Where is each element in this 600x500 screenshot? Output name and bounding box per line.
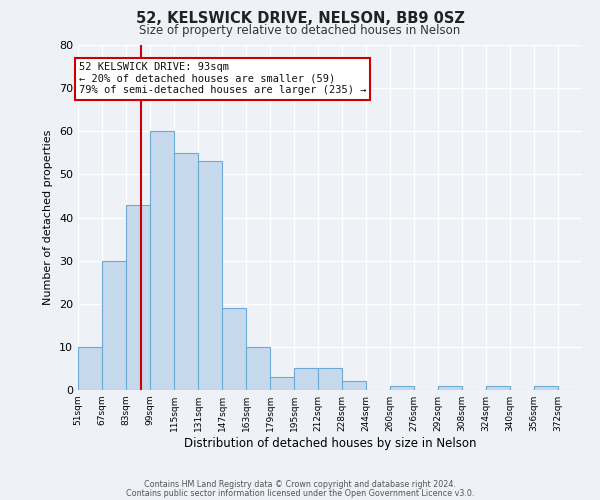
- Y-axis label: Number of detached properties: Number of detached properties: [43, 130, 53, 305]
- Bar: [342, 382, 366, 390]
- X-axis label: Distribution of detached houses by size in Nelson: Distribution of detached houses by size …: [184, 437, 476, 450]
- Bar: [438, 386, 462, 390]
- Bar: [534, 386, 558, 390]
- Text: Contains HM Land Registry data © Crown copyright and database right 2024.: Contains HM Land Registry data © Crown c…: [144, 480, 456, 489]
- Bar: [174, 153, 198, 390]
- Bar: [222, 308, 246, 390]
- Bar: [294, 368, 318, 390]
- Bar: [270, 377, 294, 390]
- Bar: [78, 347, 102, 390]
- Bar: [126, 204, 150, 390]
- Text: Contains public sector information licensed under the Open Government Licence v3: Contains public sector information licen…: [126, 489, 474, 498]
- Bar: [102, 260, 126, 390]
- Bar: [198, 162, 222, 390]
- Text: 52 KELSWICK DRIVE: 93sqm
← 20% of detached houses are smaller (59)
79% of semi-d: 52 KELSWICK DRIVE: 93sqm ← 20% of detach…: [79, 62, 366, 96]
- Bar: [486, 386, 510, 390]
- Bar: [246, 347, 270, 390]
- Text: 52, KELSWICK DRIVE, NELSON, BB9 0SZ: 52, KELSWICK DRIVE, NELSON, BB9 0SZ: [136, 11, 464, 26]
- Text: Size of property relative to detached houses in Nelson: Size of property relative to detached ho…: [139, 24, 461, 37]
- Bar: [318, 368, 342, 390]
- Bar: [390, 386, 414, 390]
- Bar: [150, 131, 174, 390]
